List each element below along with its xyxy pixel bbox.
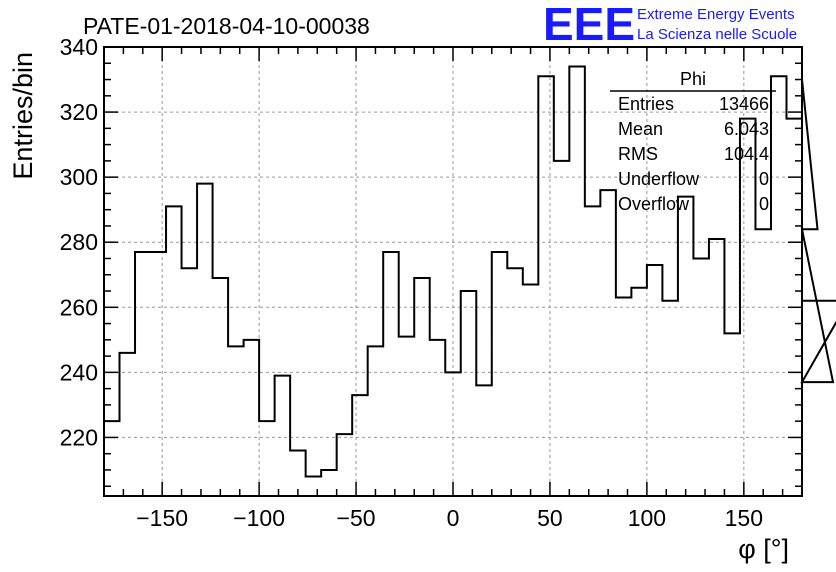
stats-row-label: Overflow xyxy=(618,194,690,214)
y-tick-label: 340 xyxy=(60,34,98,60)
x-tick-label: −100 xyxy=(233,505,285,531)
stats-row-label: Entries xyxy=(618,94,674,114)
chart-title: PATE-01-2018-04-10-00038 xyxy=(83,13,370,39)
stats-box-title: Phi xyxy=(680,69,706,89)
x-tick-label: 0 xyxy=(447,505,460,531)
eee-logo-line2: La Scienza nelle Scuole xyxy=(637,26,797,43)
x-tick-label: 50 xyxy=(537,505,563,531)
x-tick-label: 100 xyxy=(628,505,666,531)
stats-box: Phi Entries 13466 Mean 6.043 RMS 104.4 Underfl… xyxy=(610,69,776,214)
grid-lines xyxy=(104,46,802,496)
histogram-bars xyxy=(103,65,836,496)
histogram-outline xyxy=(103,65,836,496)
y-tick-label: 300 xyxy=(60,164,98,190)
eee-logo-line1: Extreme Energy Events xyxy=(637,6,795,23)
y-tick-label: 320 xyxy=(60,99,98,125)
stats-row-value: 104.4 xyxy=(724,144,769,164)
stats-row-label: Mean xyxy=(618,119,663,139)
stats-row-label: Underflow xyxy=(618,169,700,189)
y-tick-label: 240 xyxy=(60,359,98,385)
y-tick-label: 220 xyxy=(60,424,98,450)
x-tick-label: −50 xyxy=(337,505,376,531)
y-tick-label: 280 xyxy=(60,229,98,255)
stats-row-value: 6.043 xyxy=(724,119,769,139)
x-axis-title: φ [°] xyxy=(738,534,789,564)
x-tick-label: 150 xyxy=(725,505,763,531)
y-tick-label: 260 xyxy=(60,294,98,320)
stats-rows: Entries 13466 Mean 6.043 RMS 104.4 Underflow 0 O… xyxy=(618,94,769,214)
axis-tick-labels: −150 −100 −50 0 50 100 150 220 240 260 280 300 320 34… xyxy=(60,34,763,531)
eee-logo: EEE Extreme Energy Events La Scienza nel… xyxy=(543,0,797,50)
stats-row-value: 0 xyxy=(759,169,769,189)
eee-logo-mark: EEE xyxy=(543,0,635,50)
stats-row-value: 13466 xyxy=(719,94,769,114)
axis-ticks xyxy=(103,46,803,496)
stats-row-value: 0 xyxy=(759,194,769,214)
stats-row-label: RMS xyxy=(618,144,658,164)
y-axis-title: Entries/bin xyxy=(8,52,38,180)
x-tick-label: −150 xyxy=(136,505,188,531)
